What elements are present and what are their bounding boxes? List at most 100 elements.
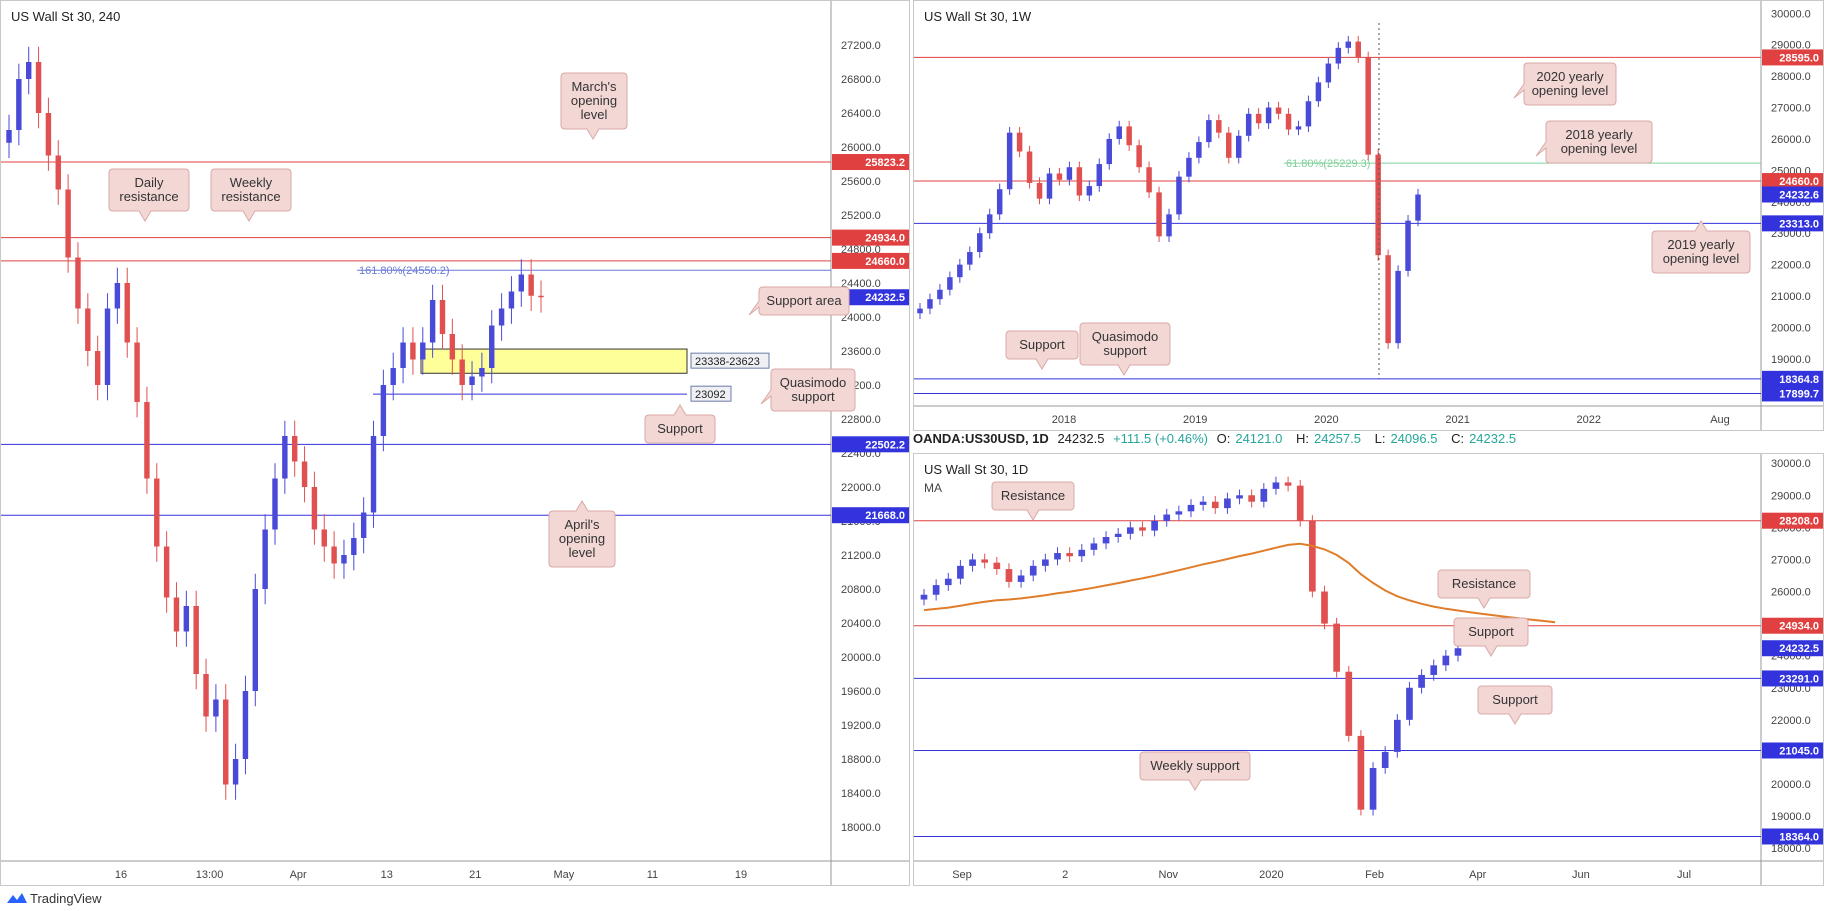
chart-1d[interactable]: 30000.029000.028000.027000.026000.025000… [914,454,1824,886]
x-tick-label: 11 [647,869,658,881]
candle-body [1418,674,1425,688]
y-tick-label: 19600.0 [841,686,881,698]
candle-body [1211,501,1219,509]
x-tick-label: Sep [952,869,972,881]
candle-body [1285,113,1292,130]
level-tag [1762,640,1823,657]
level-tag-text: 24934.0 [1779,621,1819,633]
callout-daily-resistance-text: resistance [119,189,178,204]
y-tick-label: 27000.0 [1771,103,1811,115]
candle-body [1255,113,1262,124]
callout-march-opening-text: March's [571,79,617,94]
callout-2018-yearly-text: 2018 yearly [1565,127,1633,142]
tradingview-logo-icon[interactable] [6,891,28,905]
support-area-zone [420,348,688,374]
candle-body [1036,182,1043,199]
candle-body [1136,145,1142,168]
candle-body [272,478,278,530]
candle-body [193,606,199,674]
x-tick-label: Apr [1469,869,1486,881]
high-label: H: 24257.5 [1295,431,1361,446]
level-tag-text: 17899.7 [1779,388,1819,400]
candle-body [1078,549,1086,557]
brand-label[interactable]: TradingView [30,891,102,906]
candle-body [154,478,160,547]
y-tick-label: 28000.0 [1771,71,1811,83]
candle-body [986,214,993,234]
price-label: 24232.5 [1057,431,1105,446]
chart-pane-240[interactable]: 27200.0 26800.0 26400.0 26000.0 25600.0 25200… [0,0,910,886]
callout-weekly-support: Weekly support [1139,751,1251,791]
candle-body [1335,47,1342,64]
callout-quasimodo-support-text: support [791,389,835,404]
callout-weekly-resistance-bubble [210,168,292,222]
candle-body [1309,520,1316,592]
candle-body [469,376,475,385]
candle-body [370,436,377,513]
candle-body [1284,482,1292,486]
level-tag [832,229,909,246]
callout-2019-yearly-text: opening level [1663,251,1740,266]
candle-body [223,699,229,785]
candle-body [1345,671,1353,736]
chart-title: US Wall St 30, 1D [924,462,1028,477]
callout-2020-yearly-text: opening level [1532,83,1609,98]
level-tag [1762,370,1823,387]
chart-pane-1w[interactable]: 30000.0 29000.0 28000.0 27000.0 26000.0 25000… [913,0,1824,431]
callout-weekly-support-bubble [1139,751,1251,791]
callout-daily-resistance-top-text: Resistance [1001,488,1065,503]
candle-body [1106,138,1112,165]
level-tag [1762,186,1823,203]
candle-body [45,113,52,156]
callout-daily-resistance-text: Daily [135,175,164,190]
chart-title: US Wall St 30, 1W [924,9,1032,24]
candle-body [1357,735,1365,810]
candle-body [1086,186,1093,196]
candle-body [1163,514,1171,521]
candle-body [981,559,989,563]
candle-body [1096,164,1103,187]
y-tick-label: 27000.0 [1771,554,1811,566]
zone-label: 23338-23623 [695,356,760,368]
candle-body [55,155,61,190]
x-tick-label: Feb [1365,869,1384,881]
callout-weekly-support-text: Support [1019,337,1065,352]
callout-weekly-support: Support [1005,330,1079,370]
level-tag [832,289,909,306]
candle-body [429,300,436,343]
zone-label-box [690,352,770,369]
candle-body [1226,132,1232,158]
candle-body [1405,220,1411,271]
qm-label: 23092 [695,389,726,401]
candle-body [104,308,111,385]
candle-body [341,555,347,564]
candle-body [489,325,495,368]
candle-body [1355,41,1361,58]
callout-daily-support-1-bubble [1453,617,1529,657]
chart-pane-1d[interactable]: 30000.029000.028000.027000.026000.025000… [913,453,1824,886]
level-tag [1762,670,1823,687]
candle-body [282,436,288,479]
candle-body [1345,41,1352,48]
candle-body [967,252,973,265]
chart-240[interactable]: 27200.0 26800.0 26400.0 26000.0 25600.0 25200… [1,1,910,886]
callout-march-opening-bubble [560,72,628,140]
callout-support-bubble [644,404,716,444]
chart-1w[interactable]: 30000.029000.028000.027000.026000.025000… [914,1,1824,431]
candle-body [75,257,81,309]
level-tag [1762,49,1823,66]
candle-body [360,512,367,538]
y-tick-label: 21000.0 [1771,291,1811,303]
y-tick-label: 25600.0 [841,176,881,188]
y-tick-label: 26400.0 [841,108,881,120]
candle-body [932,585,940,595]
x-tick-label: 2019 [1183,414,1207,426]
candle-body [94,351,101,385]
candle-body [1017,575,1025,582]
candle-body [1066,553,1073,557]
candle-body [993,562,1001,570]
level-tag [1762,742,1823,759]
candle-body [1248,495,1256,502]
